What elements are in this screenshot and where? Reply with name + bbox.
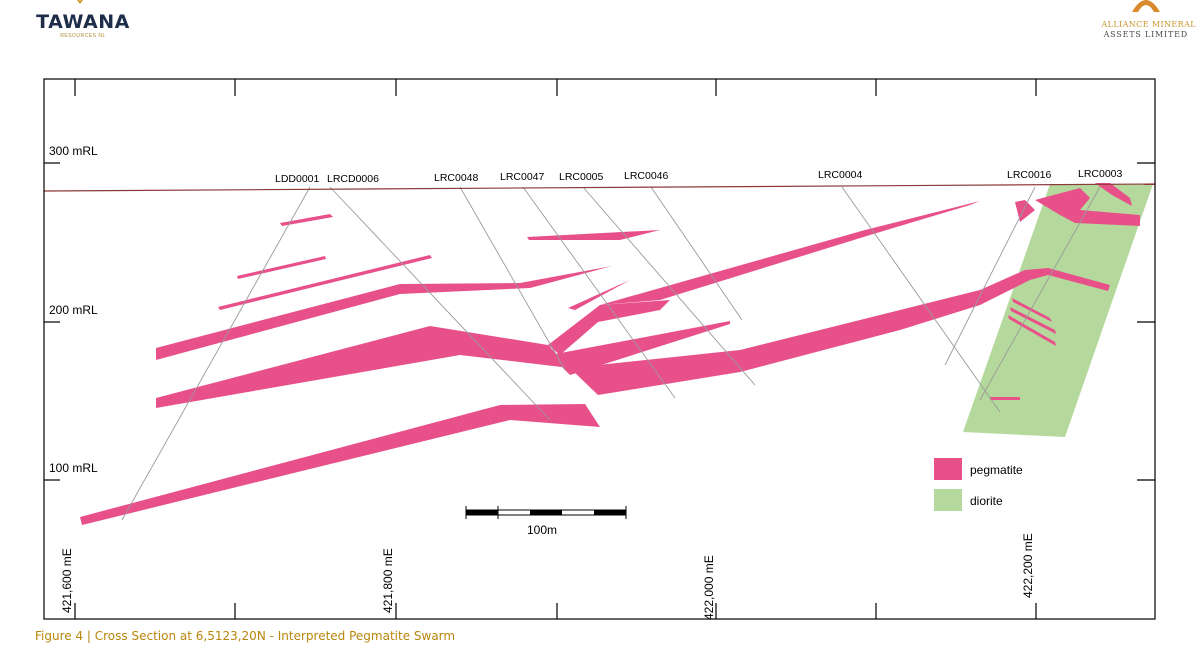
pegmatite-lens (570, 268, 1110, 395)
rl-label-100: 100 mRL (49, 461, 98, 475)
pegmatite-lens (156, 326, 570, 408)
drill-trace (979, 186, 1101, 401)
pegmatite-lens (600, 201, 980, 305)
pegmatite-lens (156, 266, 612, 360)
pegmatite-lens (550, 321, 730, 375)
drill-trace (459, 186, 566, 371)
legend-label-diorite: diorite (970, 494, 1003, 508)
frame-ticks (44, 79, 1155, 619)
tawana-logo-tagline: RESOURCES NL (60, 33, 106, 39)
easting-label: 421,600 mE (60, 548, 74, 613)
alliance-emblem-icon (1132, 0, 1160, 12)
drillhole-label: LRCD0006 (327, 173, 379, 185)
drillhole-label: LRC0016 (1007, 169, 1052, 181)
pegmatite-lens (527, 230, 660, 240)
cross-section-figure: 300 mRL 200 mRL 100 mRL LDD0001 LRCD0006… (43, 78, 1156, 620)
drill-trace (522, 186, 676, 399)
alliance-logo-line2: ASSETS LIMITED (1103, 30, 1188, 39)
pegmatite-lens (1035, 188, 1140, 226)
drill-trace (841, 186, 1001, 413)
drill-trace (944, 186, 1036, 366)
pegmatite-lens (237, 256, 326, 279)
scale-bar-label: 100m (527, 523, 557, 537)
drillhole-label: LRC0047 (500, 171, 545, 183)
drill-trace (121, 186, 311, 521)
rl-label-300: 300 mRL (49, 144, 98, 158)
tawana-logo: TAWANA RESOURCES NL (28, 0, 148, 40)
drill-trace (582, 186, 756, 386)
pegmatite-lens (1015, 200, 1035, 222)
easting-label: 421,800 mE (381, 548, 395, 613)
diorite-body (963, 184, 1153, 437)
pegmatite-lens (280, 214, 333, 226)
drillhole-label: LRC0046 (624, 170, 669, 182)
legend-label-pegmatite: pegmatite (970, 463, 1023, 477)
pegmatite-lens (548, 300, 670, 355)
drillhole-label: LRC0005 (559, 171, 604, 183)
pegmatite-lens (568, 280, 630, 310)
pegmatite-lens (1010, 307, 1056, 334)
rl-label-200: 200 mRL (49, 303, 98, 317)
pegmatite-lens (1095, 183, 1132, 206)
scale-bar: 100m (465, 506, 627, 537)
pegmatite-lens (80, 404, 600, 525)
pegmatite-lens (990, 397, 1020, 400)
section-frame (43, 78, 1156, 620)
easting-label: 422,000 mE (702, 555, 716, 620)
alliance-logo-line1: ALLIANCE MINERAL (1101, 20, 1196, 29)
legend-swatch-pegmatite (934, 458, 962, 480)
legend-swatch-diorite (934, 489, 962, 511)
drill-trace (650, 186, 743, 321)
topography-line (43, 183, 1156, 192)
tawana-emblem-icon (77, 0, 83, 4)
drillhole-label: LRC0004 (818, 169, 863, 181)
pegmatite-lens (218, 255, 432, 310)
drillhole-label: LRC0048 (434, 172, 479, 184)
drill-trace (329, 186, 551, 421)
pegmatite-lens (1008, 315, 1056, 346)
easting-label: 422,200 mE (1021, 533, 1035, 598)
pegmatite-lens (1012, 298, 1052, 322)
drillhole-label: LDD0001 (275, 173, 320, 185)
tawana-logo-name: TAWANA (36, 11, 130, 33)
figure-caption: Figure 4 | Cross Section at 6,5123,20N -… (35, 629, 456, 643)
drillhole-label: LRC0003 (1078, 168, 1123, 180)
drill-traces (121, 186, 1101, 521)
alliance-logo: ALLIANCE MINERAL ASSETS LIMITED (1070, 0, 1198, 44)
legend: pegmatite diorite (934, 458, 1023, 511)
